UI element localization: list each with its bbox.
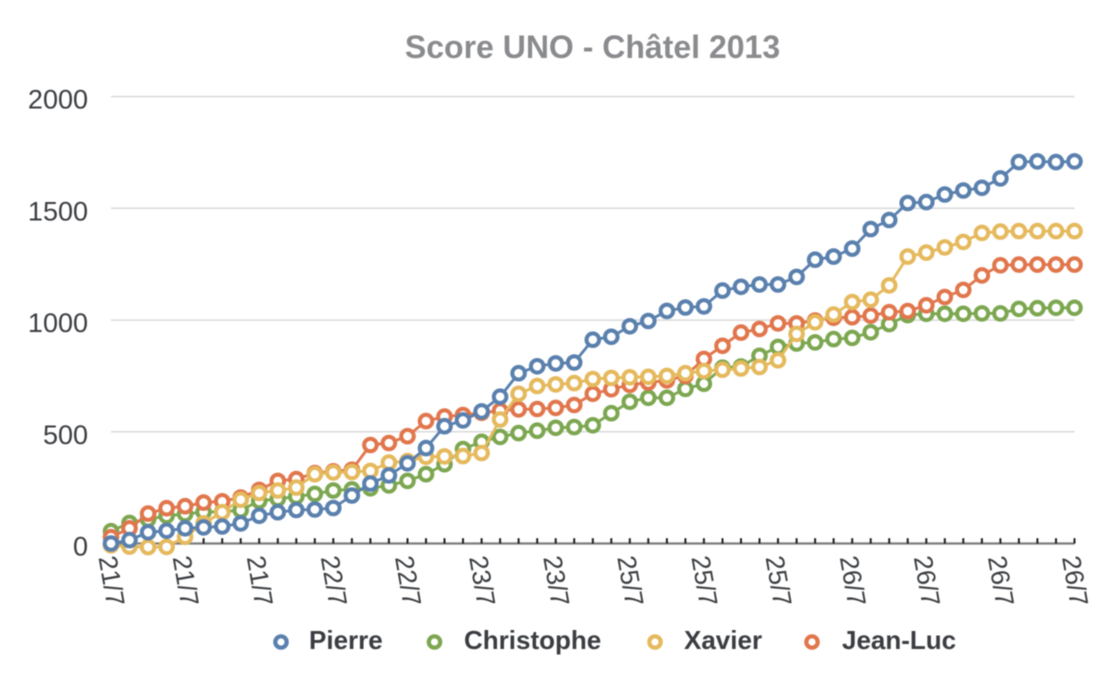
svg-text:Score UNO - Châtel 2013: Score UNO - Châtel 2013 — [405, 29, 780, 65]
svg-text:1500: 1500 — [28, 196, 88, 226]
svg-text:500: 500 — [43, 420, 88, 450]
svg-text:Christophe: Christophe — [464, 625, 601, 655]
svg-text:2000: 2000 — [28, 85, 88, 115]
svg-text:1000: 1000 — [28, 308, 88, 338]
svg-text:Xavier: Xavier — [684, 625, 762, 655]
svg-text:0: 0 — [73, 532, 88, 562]
svg-text:Pierre: Pierre — [309, 625, 383, 655]
svg-text:Jean-Luc: Jean-Luc — [842, 625, 956, 655]
